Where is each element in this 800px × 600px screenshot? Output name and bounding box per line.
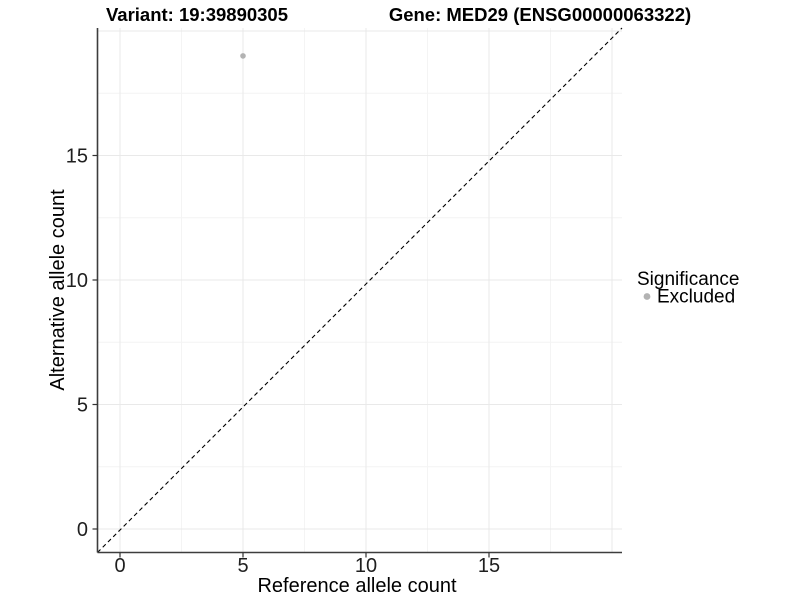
- y-tick-label: 5: [77, 395, 88, 417]
- x-axis-title: Reference allele count: [257, 575, 456, 597]
- legend-item-excluded-label: Excluded: [657, 287, 735, 308]
- data-points: [240, 53, 246, 59]
- x-tick-label: 10: [355, 555, 377, 577]
- y-tick-label: 0: [77, 519, 88, 541]
- legend: Significance Excluded: [637, 269, 739, 308]
- gridlines-major: [97, 28, 622, 553]
- x-tick-label: 5: [237, 555, 248, 577]
- x-tick-label: 15: [478, 555, 500, 577]
- plot-title-gene: Gene: MED29 (ENSG00000063322): [389, 4, 691, 25]
- y-axis-title: Alternative allele count: [47, 189, 69, 391]
- gridlines-minor: [97, 28, 622, 553]
- y-tick-label: 15: [66, 146, 88, 168]
- axis-tick-labels: 0 5 10 15 0 5 10 15: [66, 146, 500, 578]
- axis-ticks: [92, 154, 490, 558]
- legend-excluded-marker-icon: [643, 293, 651, 300]
- x-tick-label: 0: [114, 555, 125, 577]
- data-point-excluded: [240, 53, 246, 59]
- identity-line-dashed: [97, 27, 623, 553]
- identity-reference-line: [97, 27, 623, 553]
- legend-title: Significance: [637, 269, 739, 290]
- plot-title-variant: Variant: 19:39890305: [106, 4, 288, 25]
- y-tick-label: 10: [66, 270, 88, 292]
